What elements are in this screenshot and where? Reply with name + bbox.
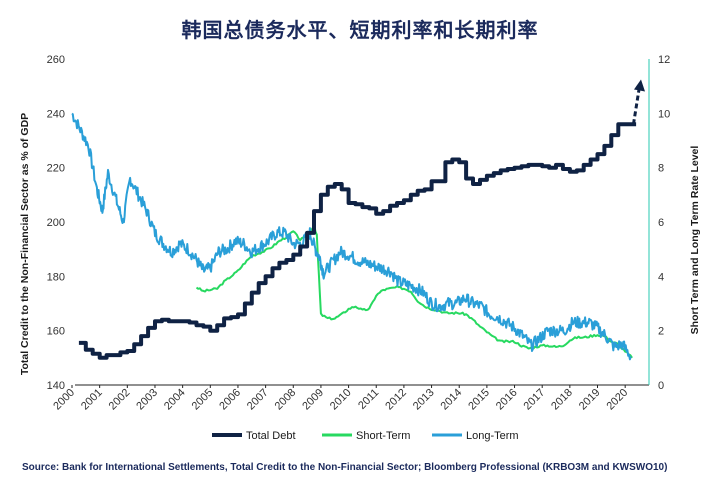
legend-label: Short-Term <box>356 430 410 442</box>
x-tick-label: 2013 <box>411 387 437 413</box>
x-tick-label: 2005 <box>190 387 216 413</box>
y-left-tick-label: 260 <box>47 54 65 66</box>
x-tick-label: 2012 <box>383 387 409 413</box>
source-note: Source: Bank for International Settlemen… <box>22 462 668 473</box>
series-line-long-term <box>71 112 632 361</box>
y-right-tick-label: 10 <box>658 108 670 120</box>
y-right-tick-label: 6 <box>658 217 664 229</box>
y-left-tick-label: 160 <box>47 326 65 338</box>
x-tick-label: 2017 <box>522 387 548 413</box>
y-left-tick-label: 200 <box>47 217 65 229</box>
x-tick-label: 2007 <box>245 387 271 413</box>
plot-area <box>71 79 645 361</box>
x-tick-label: 2015 <box>466 387 492 413</box>
y-left-tick-label: 220 <box>47 163 65 175</box>
x-tick-label: 2014 <box>439 387 465 413</box>
projection-arrowhead <box>634 79 645 92</box>
chart-title: 韩国总债务水平、短期利率和长期利率 <box>181 18 539 42</box>
x-tick-label: 2018 <box>549 387 575 413</box>
x-tick-label: 2010 <box>328 387 354 413</box>
y-left-tick-label: 240 <box>47 108 65 120</box>
x-tick-label: 2019 <box>577 387 603 413</box>
x-tick-label: 2008 <box>273 387 299 413</box>
x-tick-label: 2020 <box>604 387 630 413</box>
x-tick-label: 2016 <box>494 387 520 413</box>
x-tick-label: 2009 <box>300 387 326 413</box>
y-left-tick-label: 180 <box>47 271 65 283</box>
y-left-tick-label: 140 <box>47 380 65 392</box>
legend: Total Debt Short-Term Long-Term <box>212 430 519 442</box>
series-line-total-debt <box>78 122 637 360</box>
legend-label: Total Debt <box>246 430 296 442</box>
x-tick-label: 2006 <box>217 387 243 413</box>
y-right-tick-label: 2 <box>658 326 664 338</box>
x-tick-label: 2003 <box>134 387 160 413</box>
y-right-tick-label: 8 <box>658 163 664 175</box>
projection-line <box>631 89 641 125</box>
series-line-short-term <box>195 224 633 359</box>
x-tick-label: 2001 <box>79 387 105 413</box>
y-left-axis-label: Total Credit to the Non-Financial Sector… <box>19 113 31 375</box>
y-right-tick-label: 4 <box>658 271 664 283</box>
x-tick-label: 2011 <box>356 387 381 412</box>
y-right-axis-label: Short Term and Long Term Rate Level <box>689 146 701 335</box>
x-tick-label: 2002 <box>107 387 133 413</box>
legend-label: Long-Term <box>466 430 519 442</box>
y-right-tick-label: 12 <box>658 54 670 66</box>
y-right-tick-label: 0 <box>658 380 664 392</box>
x-tick-label: 2004 <box>162 387 188 413</box>
